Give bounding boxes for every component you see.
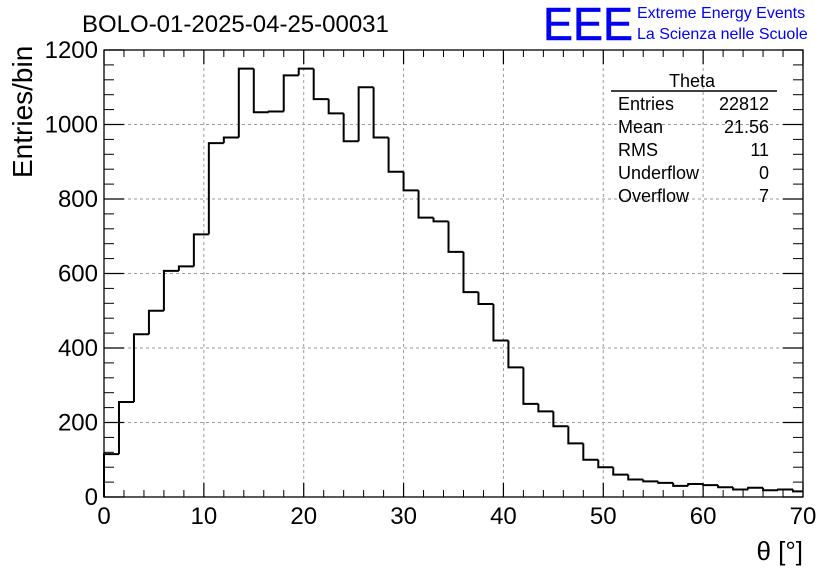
histogram-bin (627, 474, 644, 481)
stats-label-underflow: Underflow (618, 163, 700, 183)
histogram-bin (103, 453, 119, 497)
x-tick-label: 10 (191, 503, 218, 530)
stats-label-overflow: Overflow (618, 186, 690, 206)
histogram-bin (612, 467, 629, 476)
y-tick-label: 400 (58, 335, 98, 362)
histogram-bin (597, 459, 614, 469)
stats-value-overflow: 7 (759, 186, 769, 206)
histogram-bin (747, 486, 764, 490)
x-tick-label: 60 (690, 503, 717, 530)
histogram-bin (162, 269, 179, 311)
x-tick-label: 30 (390, 503, 417, 530)
histogram-bin (642, 479, 659, 483)
histogram-bin (507, 340, 524, 369)
histogram-bin (357, 86, 374, 142)
histogram-bin (417, 190, 434, 219)
stats-value-mean: 21.56 (724, 117, 769, 137)
histogram-bin (237, 67, 254, 138)
stats-title: Theta (669, 71, 716, 91)
histogram-bin (327, 99, 344, 115)
grid-layer (104, 50, 803, 497)
y-tick-label: 600 (58, 261, 98, 288)
histogram-bin (387, 137, 404, 173)
histogram-bin (132, 333, 149, 403)
histogram-bin (372, 87, 389, 139)
y-axis-label: Entries/bin (7, 46, 38, 178)
logo-line-1: Extreme Energy Events (637, 5, 805, 22)
histogram-bin (342, 113, 359, 143)
histogram-bin (402, 171, 419, 192)
logo-line-2: La Scienza nelle Scuole (637, 26, 808, 43)
histogram-bin (717, 485, 734, 489)
run-title: BOLO-01-2025-04-25-00031 (82, 11, 389, 38)
plot-frame (103, 49, 804, 498)
eee-logo: EEE (543, 0, 633, 50)
stats-box: Theta Entries 22812 Mean 21.56 RMS 11 Un… (611, 71, 777, 206)
x-tick-label: 20 (290, 503, 317, 530)
stats-label-rms: RMS (618, 140, 658, 160)
histogram-bin (177, 265, 194, 271)
histogram-bin (552, 411, 569, 428)
histogram-outline (103, 67, 803, 497)
x-tick-label: 50 (590, 503, 617, 530)
stats-label-entries: Entries (618, 94, 674, 114)
stats-label-mean: Mean (618, 117, 663, 137)
histogram-bin (777, 488, 794, 491)
histogram-bin (117, 401, 134, 455)
histogram-bin (432, 217, 449, 223)
histogram-bin (282, 74, 299, 112)
histogram-bin (522, 367, 539, 405)
histogram-bin (657, 481, 674, 484)
x-tick-label: 70 (790, 503, 817, 530)
y-tick-label: 1000 (45, 112, 98, 139)
stats-value-entries: 22812 (719, 94, 769, 114)
stats-value-rms: 11 (750, 140, 769, 160)
y-tick-label: 800 (58, 186, 98, 213)
histogram-bin (207, 142, 224, 235)
histogram-bin (762, 487, 779, 492)
histogram-bin (732, 487, 749, 491)
histogram-bin (582, 443, 599, 461)
histogram-bin (537, 403, 554, 413)
histogram-bin (312, 68, 329, 101)
histogram-bin (462, 251, 479, 294)
y-tick-label: 0 (85, 484, 98, 511)
x-axis-label: θ [°] (756, 536, 803, 566)
histogram-bin (567, 426, 584, 445)
histogram-bin (147, 309, 164, 335)
histogram-bin (297, 67, 314, 76)
histogram-bin (687, 482, 704, 486)
x-tick-label: 0 (97, 503, 110, 530)
y-tick-label: 1200 (45, 37, 98, 64)
histogram-bin (792, 489, 803, 493)
x-tick-label: 40 (490, 503, 517, 530)
histogram-bin (447, 221, 464, 253)
histogram-bin (192, 233, 209, 267)
histogram-bin (222, 136, 239, 144)
histogram-bin (492, 304, 509, 342)
histogram-bin (672, 482, 689, 487)
histogram-bin (252, 68, 269, 114)
stats-value-underflow: 0 (759, 163, 769, 183)
y-tick-label: 200 (58, 410, 98, 437)
histogram-bin (267, 110, 284, 113)
histogram-bin (477, 292, 494, 306)
histogram-bin (702, 483, 719, 487)
